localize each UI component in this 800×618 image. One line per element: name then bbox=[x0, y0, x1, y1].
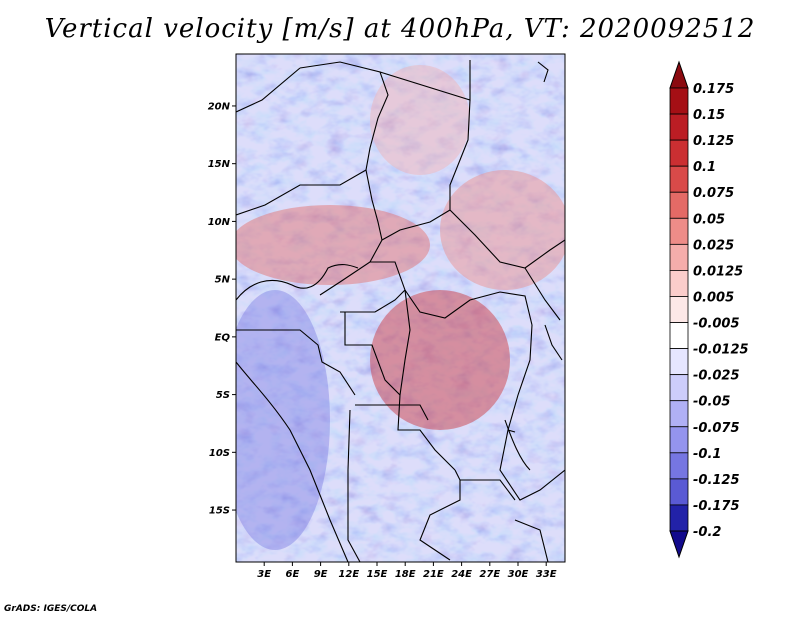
colorbar-label: 0.175 bbox=[693, 82, 734, 97]
colorbar-segment bbox=[669, 139, 689, 167]
lat-tick-label: 5N bbox=[215, 275, 231, 286]
colorbar: 0.175 0.15 0.125 0.1 0.075 0.05 0.025 0.0125 0.0… bbox=[669, 60, 749, 559]
lon-tick-label: 30E bbox=[508, 569, 529, 580]
lon-tick-label: 24E bbox=[451, 569, 472, 580]
colorbar-segment bbox=[669, 452, 689, 480]
colorbar-label: 0.025 bbox=[693, 238, 734, 253]
colorbar-segment bbox=[669, 270, 689, 297]
map-panel bbox=[236, 54, 565, 562]
colorbar-segment bbox=[669, 504, 689, 532]
lon-tick-label: 27E bbox=[479, 569, 500, 580]
colorbar-segment bbox=[669, 296, 689, 323]
colorbar-bottom-arrow bbox=[669, 530, 689, 559]
colorbar-label: 0.125 bbox=[693, 134, 734, 149]
colorbar-segment bbox=[669, 374, 689, 402]
colorbar-segment bbox=[669, 322, 689, 349]
lat-tick-label: 5S bbox=[216, 390, 230, 401]
lat-tick-label: 10S bbox=[209, 448, 230, 459]
colorbar-label: 0.075 bbox=[693, 186, 734, 201]
colorbar-segment bbox=[669, 191, 689, 219]
colorbar-label: -0.005 bbox=[693, 317, 740, 332]
longitude-axis: 3E 6E 9E 12E 15E 18E 21E 24E 27E 30E 33E bbox=[257, 562, 557, 580]
colorbar-label: -0.075 bbox=[693, 421, 740, 436]
colorbar-segment bbox=[669, 348, 689, 376]
colorbar-label: -0.125 bbox=[693, 473, 740, 488]
lat-tick-label: 15N bbox=[208, 159, 231, 170]
ascent-region-sahel bbox=[236, 205, 430, 285]
colorbar-segment bbox=[669, 87, 689, 115]
lat-tick-label: EQ bbox=[215, 332, 231, 343]
lon-tick-label: 18E bbox=[395, 569, 416, 580]
colorbar-label: -0.025 bbox=[693, 369, 740, 384]
colorbar-segment bbox=[669, 478, 689, 506]
colorbar-segment bbox=[669, 243, 689, 271]
lon-tick-label: 12E bbox=[338, 569, 359, 580]
lon-tick-label: 33E bbox=[536, 569, 557, 580]
colorbar-label: -0.175 bbox=[693, 499, 740, 514]
lon-tick-label: 15E bbox=[367, 569, 388, 580]
colorbar-segment bbox=[669, 113, 689, 141]
country-boundaries bbox=[236, 60, 565, 562]
field-texture bbox=[236, 54, 565, 562]
colorbar-segment bbox=[669, 400, 689, 428]
colorbar-label: -0.0125 bbox=[693, 343, 749, 358]
colorbar-top-arrow bbox=[669, 60, 689, 89]
colorbar-label: -0.2 bbox=[693, 525, 721, 540]
map-frame bbox=[235, 53, 566, 563]
colorbar-segment bbox=[669, 217, 689, 245]
colorbar-label: 0.005 bbox=[693, 290, 734, 305]
colorbar-segment bbox=[669, 426, 689, 454]
colorbar-label: 0.1 bbox=[693, 160, 716, 175]
colorbar-label: -0.05 bbox=[693, 395, 730, 410]
ascent-region-north bbox=[370, 65, 470, 175]
colorbar-label: 0.05 bbox=[693, 212, 725, 227]
lat-tick-label: 20N bbox=[208, 101, 231, 112]
ascent-region-east bbox=[440, 170, 565, 290]
colorbar-segment bbox=[669, 165, 689, 193]
colorbar-label: 0.0125 bbox=[693, 264, 743, 279]
lat-tick-label: 15S bbox=[209, 506, 230, 517]
chart-title: Vertical velocity [m/s] at 400hPa, VT: 2… bbox=[44, 14, 756, 44]
ascent-region-congo bbox=[370, 290, 510, 430]
latitude-axis: 20N 15N 10N 5N EQ 5S 10S 15S bbox=[208, 101, 236, 517]
lon-tick-label: 3E bbox=[257, 569, 271, 580]
lon-tick-label: 21E bbox=[423, 569, 444, 580]
colorbar-label: -0.1 bbox=[693, 447, 721, 462]
lat-tick-label: 10N bbox=[208, 217, 231, 228]
lon-tick-label: 9E bbox=[314, 569, 328, 580]
grads-credit: GrADS: IGES/COLA bbox=[4, 604, 98, 614]
colorbar-label: 0.15 bbox=[693, 108, 725, 123]
lon-tick-label: 6E bbox=[286, 569, 300, 580]
